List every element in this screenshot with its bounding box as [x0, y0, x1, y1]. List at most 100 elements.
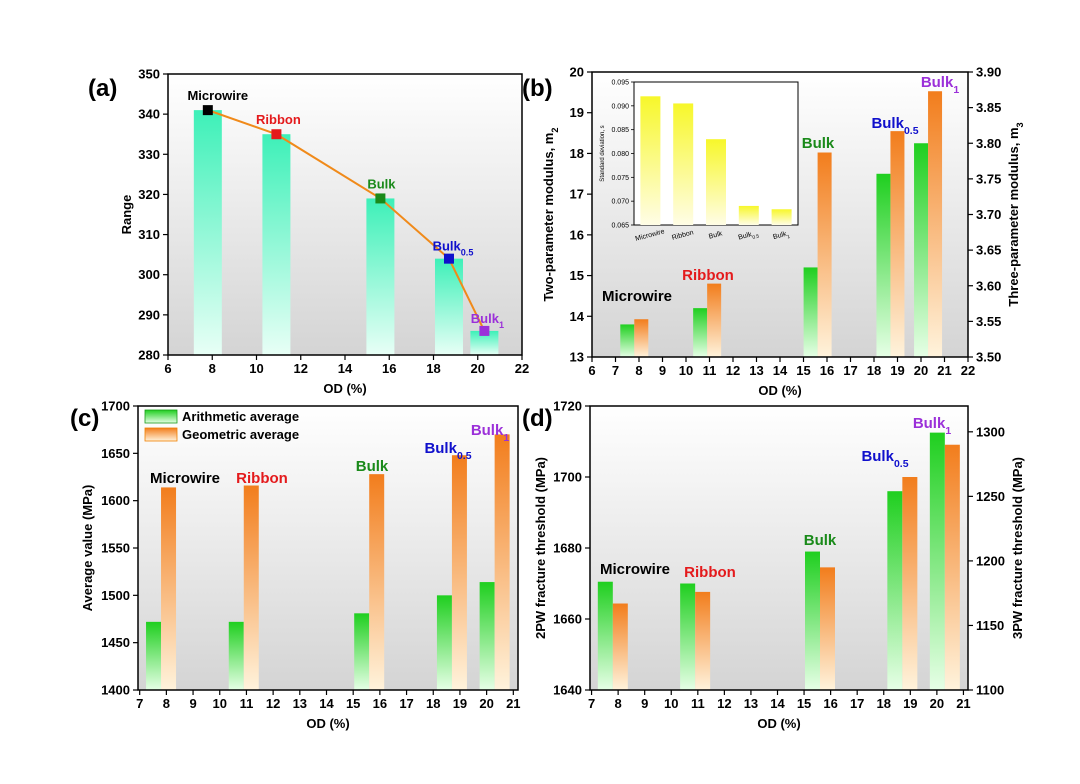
panel-d-y2tick-label: 1300	[976, 424, 1005, 439]
panel-b-inset-bar	[640, 96, 661, 225]
panel-d-xtick-label: 13	[744, 696, 758, 711]
panel-c-ytick-label: 1700	[101, 399, 130, 414]
panel-c-xtick-label: 10	[213, 696, 227, 711]
panel-b-bar-m2	[876, 173, 891, 357]
panel-b-xtick-label: 19	[890, 363, 904, 378]
panel-d-xtick-label: 15	[797, 696, 811, 711]
panel-b-ytick-label: 18	[570, 146, 584, 161]
panel-a-xtick-label: 18	[426, 361, 440, 376]
panel-a-marker	[271, 129, 282, 140]
panel-b-bar-m2	[693, 308, 708, 357]
panel-b-bar-m2	[803, 267, 818, 357]
panel-b-xtick-label: 7	[612, 363, 619, 378]
panel-a-xtick-label: 14	[338, 361, 353, 376]
panel-c-xtick-label: 12	[266, 696, 280, 711]
panel-d-xtick-label: 17	[850, 696, 864, 711]
panel-b-xtick-label: 12	[726, 363, 740, 378]
panel-a-marker	[375, 193, 386, 204]
panel-b-y2tick-label: 3.90	[976, 65, 1001, 80]
panel-b-bar-m2	[620, 324, 635, 357]
panel-b-inset-ytick-label: 0.090	[611, 103, 629, 110]
panel-d-y2tick-label: 1250	[976, 489, 1005, 504]
panel-c-ytick-label: 1650	[101, 446, 130, 461]
panel-d-xtick-label: 16	[823, 696, 837, 711]
panel-c-legend-swatch-arithmetic	[144, 409, 178, 424]
panel-a-bar	[262, 134, 291, 355]
panel-b-inset-bar	[738, 205, 759, 225]
panel-a-bar	[193, 110, 222, 355]
panel-d-ylabel-right: 3PW fracture threshold (MPa)	[1010, 457, 1025, 639]
panel-b-ytick-label: 16	[570, 227, 584, 242]
panel-a-point-label: Microwire	[187, 88, 248, 103]
panel-b-letter: (b)	[522, 75, 553, 102]
panel-a-ytick-label: 290	[138, 307, 160, 322]
panel-d-xtick-label: 8	[615, 696, 622, 711]
panel-c-xtick-label: 18	[426, 696, 440, 711]
panel-a-ytick-label: 310	[138, 227, 160, 242]
panel-d-letter: (d)	[522, 405, 553, 432]
panel-d-xtick-label: 9	[641, 696, 648, 711]
panel-b-series-label: Bulk	[802, 135, 835, 152]
panel-d-xtick-label: 19	[903, 696, 917, 711]
panel-b-ytick-label: 20	[570, 65, 584, 80]
panel-c-legend-swatch-geometric	[144, 427, 178, 442]
panel-d-bar-2pw	[929, 432, 945, 690]
panel-c-bar-geometric	[494, 434, 510, 690]
panel-a-bar	[434, 258, 463, 355]
panel-b-y2tick-label: 3.55	[976, 314, 1001, 329]
panel-b-inset-xtick-label: Bulk	[708, 230, 723, 240]
panel-c-xtick-label: 21	[506, 696, 520, 711]
panel-a-xtick-label: 6	[164, 361, 171, 376]
panel-b-ytick-label: 19	[570, 105, 584, 120]
panel-c-series-label: Microwire	[150, 470, 220, 487]
panel-c-bar-arithmetic	[354, 613, 370, 690]
panel-d-bar-2pw	[887, 491, 903, 690]
panel-b-bar-m2	[914, 143, 929, 357]
panel-d-ytick-label: 1660	[553, 612, 582, 627]
panel-d-bar-2pw	[805, 551, 820, 690]
panel-c-ytick-label: 1400	[101, 683, 130, 698]
panel-b-inset-ytick-label: 0.080	[611, 151, 629, 158]
panel-c-bar-arithmetic	[436, 595, 452, 690]
panel-a-ytick-label: 350	[138, 67, 160, 82]
panel-a-point-label: Ribbon	[256, 112, 301, 127]
panel-b-bar-m3	[890, 131, 905, 357]
panel-a-plot-area	[168, 74, 522, 355]
panel-d-bar-3pw	[902, 477, 918, 690]
panel-b-ytick-label: 14	[570, 309, 585, 324]
panel-d-series-label: Bulk1	[913, 415, 952, 437]
panel-b-ytick-label: 15	[570, 268, 584, 283]
panel-b-inset-bar	[706, 139, 726, 225]
panel-b-bar-m3	[634, 319, 649, 357]
panel-c-xtick-label: 8	[163, 696, 170, 711]
panel-d-series-label: Microwire	[600, 561, 670, 578]
panel-d-xtick-label: 11	[691, 696, 705, 711]
panel-a-ytick-label: 300	[138, 267, 160, 282]
panel-a-ytick-label: 340	[138, 107, 160, 122]
panel-d-ytick-label: 1680	[553, 541, 582, 556]
panel-c-xtick-label: 13	[293, 696, 307, 711]
panel-b-y2tick-label: 3.75	[976, 171, 1001, 186]
panel-c-letter: (c)	[70, 405, 99, 432]
panel-b-xtick-label: 8	[635, 363, 642, 378]
panel-a-xlabel: OD (%)	[323, 381, 366, 396]
panel-a-xtick-label: 20	[471, 361, 485, 376]
panel-b-ylabel-left: Two-parameter modulus, m2	[541, 128, 560, 302]
panel-b-inset-ytick-label: 0.070	[611, 199, 629, 206]
panel-b-inset-ytick-label: 0.075	[611, 175, 629, 182]
panel-d-xtick-label: 14	[770, 696, 785, 711]
panel-b-xtick-label: 13	[749, 363, 763, 378]
panel-c-series-label: Bulk	[356, 458, 389, 475]
panel-a-point-label: Bulk	[367, 176, 396, 191]
panel-b-inset-bar	[771, 209, 792, 225]
panel-c-bar-geometric	[161, 487, 177, 690]
panel-b-bar-m3	[817, 152, 832, 357]
panel-d-ytick-label: 1700	[553, 470, 582, 485]
panel-b-inset-ylabel: Standard deviation, s	[600, 125, 606, 181]
panel-b-y2tick-label: 3.50	[976, 350, 1001, 365]
panel-d-bar-2pw	[597, 581, 613, 690]
panel-a-marker	[443, 253, 454, 264]
panel-d-xtick-label: 18	[877, 696, 891, 711]
panel-c-ytick-label: 1450	[101, 635, 130, 650]
